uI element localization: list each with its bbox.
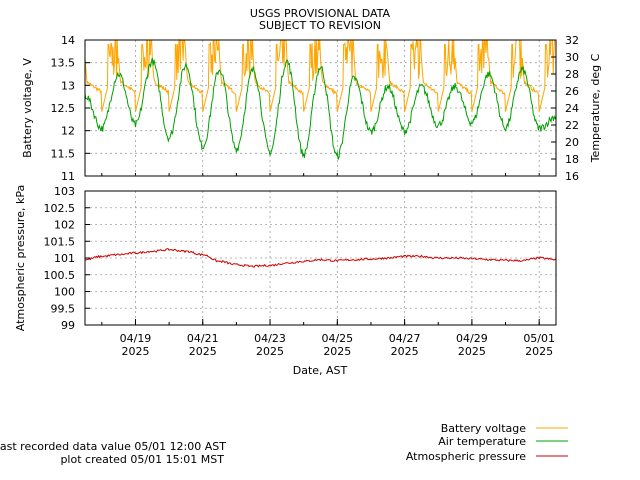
pressure-tick-label: 99.5 [51,302,76,315]
date-tick-year: 2025 [189,345,217,358]
pressure-axis: 99 99.5 100 100.5 101 101.5 102 102.5 103 [44,185,90,332]
date-tick-label: 04/27 [389,332,421,345]
date-tick-label: 04/29 [456,332,488,345]
temperature-tick-label: 20 [565,136,579,149]
battery-voltage-axis: 11 11.5 12 12.5 13 13.5 14 [51,34,90,183]
date-tick-year: 2025 [391,345,419,358]
date-tick-label: 04/25 [321,332,353,345]
bottom-grid [85,190,556,326]
pressure-tick-label: 102 [54,219,75,232]
voltage-tick-label: 13.5 [51,57,76,70]
temperature-axis: 16 18 20 22 24 26 28 30 32 [551,34,579,183]
chart-title: USGS PROVISIONAL DATA [250,7,391,20]
air-temperature-line [84,57,557,160]
temperature-tick-label: 30 [565,51,579,64]
date-tick-label: 04/21 [187,332,219,345]
voltage-tick-label: 11 [61,170,75,183]
legend-atmospheric-pressure-label: Atmospheric pressure [406,450,526,463]
pressure-tick-label: 101 [54,252,75,265]
temperature-tick-label: 26 [565,85,579,98]
top-series [84,38,557,160]
legend-battery-voltage-label: Battery voltage [441,422,527,435]
temperature-tick-label: 32 [565,34,579,47]
voltage-tick-label: 12 [61,125,75,138]
plot-created-note: plot created 05/01 15:01 MST [60,453,224,466]
legend-air-temperature-label: Air temperature [438,435,526,448]
date-tick-year: 2025 [323,345,351,358]
date-tick-label: 04/19 [120,332,152,345]
pressure-tick-label: 99 [61,319,75,332]
last-recorded-note: last recorded data value 05/01 12:00 AST [0,440,226,453]
date-axis-label: Date, AST [293,364,348,377]
pressure-tick-label: 102.5 [44,202,76,215]
chart-subtitle: SUBJECT TO REVISION [259,19,381,32]
pressure-tick-label: 103 [54,185,75,198]
date-tick-year: 2025 [121,345,149,358]
date-tick-year: 2025 [525,345,553,358]
voltage-tick-label: 11.5 [51,147,76,160]
date-tick-label: 04/23 [254,332,286,345]
bottom-series [84,248,557,268]
voltage-tick-label: 13 [61,79,75,92]
date-tick-year: 2025 [256,345,284,358]
temperature-tick-label: 16 [565,170,579,183]
temperature-tick-label: 28 [565,68,579,81]
temperature-axis-label: Temperature, deg C [589,53,602,163]
pressure-axis-label: Atmospheric pressure, kPa [14,185,27,331]
legend: Battery voltage Air temperature Atmosphe… [406,422,568,463]
pressure-tick-label: 101.5 [44,235,76,248]
voltage-tick-label: 12.5 [51,102,76,115]
date-tick-label: 05/01 [523,332,555,345]
battery-voltage-axis-label: Battery voltage, V [21,58,34,158]
temperature-tick-label: 18 [565,153,579,166]
battery-voltage-line [84,38,556,112]
date-axis: 04/19202504/21202504/23202504/25202504/2… [120,319,555,358]
voltage-tick-label: 14 [61,34,75,47]
date-tick-year: 2025 [458,345,486,358]
pressure-tick-label: 100 [54,286,75,299]
pressure-tick-label: 100.5 [44,269,76,282]
temperature-tick-label: 24 [565,102,579,115]
atmospheric-pressure-line [84,248,557,268]
temperature-tick-label: 22 [565,119,579,132]
